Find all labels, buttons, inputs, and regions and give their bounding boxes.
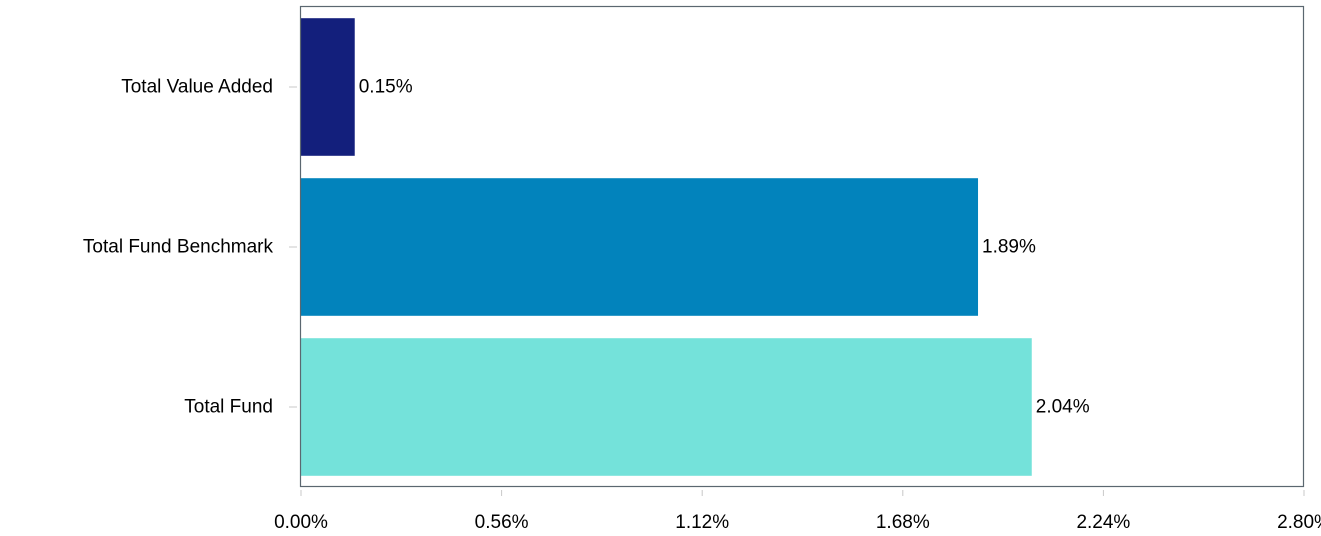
plot-area-frame — [299, 5, 1305, 488]
data-label-2: 2.04% — [1036, 397, 1090, 418]
category-label-1: Total Fund Benchmark — [83, 237, 274, 258]
data-label-0: 0.15% — [359, 77, 413, 98]
x-tick-label-1: 0.56% — [475, 512, 529, 533]
bars-group — [301, 18, 1032, 476]
category-ticks-group — [289, 86, 297, 408]
x-axis-ticks-group — [300, 490, 1305, 496]
bar-2 — [301, 338, 1032, 476]
data-label-1: 1.89% — [982, 237, 1036, 258]
category-label-0: Total Value Added — [121, 77, 273, 98]
x-tick-label-2: 1.12% — [675, 512, 729, 533]
bar-1 — [301, 178, 979, 316]
bar-0 — [301, 18, 355, 156]
x-tick-label-0: 0.00% — [274, 512, 328, 533]
category-labels-group: Total Value Added Total Fund Benchmark Tot… — [83, 77, 274, 418]
x-axis-labels-group: 0.00% 0.56% 1.12% 1.68% 2.24% 2.80% — [274, 512, 1321, 533]
x-tick-label-5: 2.80% — [1277, 512, 1321, 533]
category-label-2: Total Fund — [184, 397, 273, 418]
x-tick-label-3: 1.68% — [876, 512, 930, 533]
data-labels-group: 0.15% 1.89% 2.04% — [359, 77, 1090, 418]
x-tick-label-4: 2.24% — [1076, 512, 1130, 533]
